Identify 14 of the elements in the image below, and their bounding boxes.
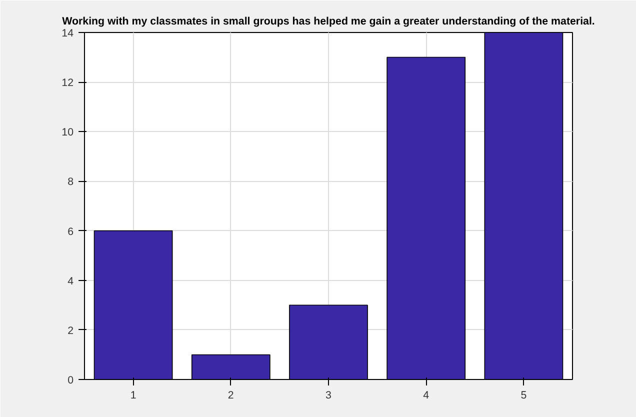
y-tick-label: 10 xyxy=(62,126,74,139)
x-tick-label: 3 xyxy=(326,390,332,402)
y-tick-label: 0 xyxy=(68,374,74,386)
y-tick-label: 8 xyxy=(68,176,74,188)
y-tick-label: 12 xyxy=(62,77,74,90)
chart-title: Working with my classmates in small groups has helped me gain a greater understanding of the material. xyxy=(62,16,595,28)
y-tick-label: 2 xyxy=(68,324,74,337)
x-tick-label: 5 xyxy=(520,390,527,402)
y-tick-label: 6 xyxy=(68,226,74,238)
y-tick-label: 4 xyxy=(68,275,74,288)
y-tick-label: 14 xyxy=(62,28,74,40)
x-tick-label: 4 xyxy=(423,390,430,402)
x-tick-label: 2 xyxy=(228,390,234,402)
x-tick-label: 1 xyxy=(130,390,136,402)
